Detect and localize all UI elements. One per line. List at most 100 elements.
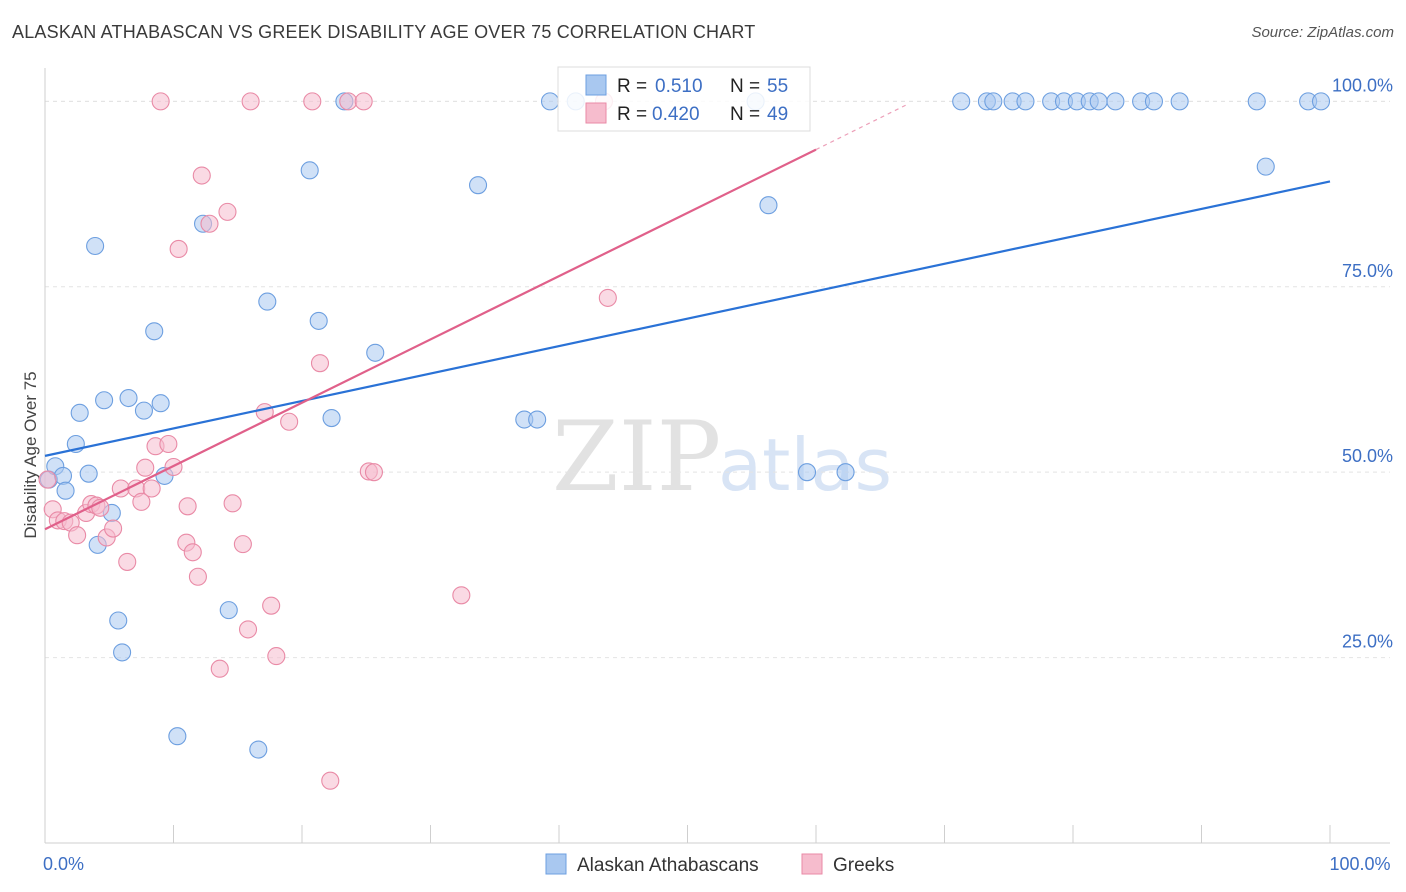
y-tick-label-1: 50.0%: [1342, 446, 1393, 466]
athabascan-point: [1016, 92, 1035, 111]
greek-point: [68, 526, 87, 545]
greek-point: [38, 470, 57, 489]
greek-point: [218, 202, 237, 221]
stats-swatch-athabascan: [585, 74, 607, 96]
greek-point: [452, 586, 471, 605]
legend-label-athabascan[interactable]: Alaskan Athabascans: [577, 855, 759, 876]
greek-point: [118, 552, 137, 571]
greek-point: [104, 519, 123, 538]
greek-point: [183, 543, 202, 562]
greek-point: [159, 434, 178, 454]
x-tick-label-0: 0.0%: [43, 854, 84, 874]
athabascan-point: [1144, 92, 1164, 111]
athabascan-point: [322, 408, 341, 428]
stats-swatch-greek: [585, 102, 607, 124]
athabascan-point: [56, 481, 75, 500]
athabascan-point: [1256, 157, 1275, 176]
athabascan-point: [109, 611, 128, 630]
athabascan-point: [1089, 92, 1108, 111]
y-tick-labels: 25.0% 50.0% 75.0% 100.0%: [1332, 75, 1393, 651]
greek-point: [262, 596, 281, 615]
athabascan-point: [759, 196, 778, 215]
greek-trend-line: [44, 148, 817, 531]
legend-swatch-greek[interactable]: [801, 853, 823, 875]
greek-point: [238, 620, 258, 639]
greek-point: [169, 239, 188, 259]
athabascan-point: [528, 410, 547, 429]
greek-point: [223, 494, 242, 513]
greek-point: [241, 92, 260, 111]
greek-point: [598, 288, 617, 307]
athabascan-point: [952, 92, 971, 111]
legend-label-greek[interactable]: Greeks: [833, 855, 894, 876]
athabascan-point: [95, 391, 114, 410]
athabascan-point: [797, 463, 817, 482]
athabascan-point: [168, 727, 187, 746]
greek-trend-extension: [815, 104, 907, 151]
chart-title: ALASKAN ATHABASCAN VS GREEK DISABILITY A…: [12, 22, 756, 42]
y-tick-label-0: 25.0%: [1342, 632, 1393, 652]
athabascan-point: [1170, 92, 1189, 111]
greek-point: [178, 497, 197, 516]
athabascan-point: [70, 403, 89, 422]
greek-point: [136, 458, 155, 477]
athabascan-point: [53, 466, 73, 485]
y-tick-label-3: 100.0%: [1332, 75, 1393, 95]
x-tick-labels: 0.0% 100.0%: [43, 854, 1391, 874]
athabascan-point: [79, 464, 98, 483]
source-credit: Source: ZipAtlas.com: [1251, 24, 1394, 41]
athabascan-point: [309, 311, 328, 330]
greek-point: [310, 354, 330, 373]
greek-point: [321, 771, 340, 790]
athabascan-point: [119, 388, 138, 408]
athabascan-point: [151, 394, 170, 413]
y-tick-label-2: 75.0%: [1342, 261, 1393, 281]
greek-point: [364, 463, 384, 482]
stats-n-value-2: 49: [767, 104, 788, 125]
stats-n-label-1: N =: [730, 76, 760, 97]
athabascan-point: [86, 236, 105, 256]
x-tick-label-1: 100.0%: [1329, 854, 1390, 874]
athabascan-point: [540, 92, 560, 111]
x-tick-marks: [44, 825, 1331, 843]
greek-point: [210, 659, 229, 678]
greek-point: [142, 479, 161, 498]
greek-point: [151, 92, 170, 111]
stats-n-value-1: 55: [767, 76, 788, 97]
series-legend: Alaskan Athabascans Greeks: [545, 853, 894, 876]
athabascan-trend-line: [44, 180, 1331, 457]
athabascan-point: [249, 740, 268, 759]
athabascan-point: [219, 601, 238, 620]
greek-point: [233, 535, 252, 554]
stats-r-value-2: 0.420: [652, 104, 700, 125]
athabascan-point: [134, 401, 153, 420]
athabascan-point: [984, 92, 1003, 111]
greek-point: [192, 166, 211, 185]
stats-r-label-1: R =: [617, 76, 647, 97]
athabascan-point: [258, 292, 277, 311]
greek-point: [132, 492, 151, 511]
data-points: [38, 92, 1331, 790]
y-axis-title: Disability Age Over 75: [21, 371, 40, 538]
athabascan-point: [1106, 92, 1125, 111]
stats-r-label-2: R =: [617, 104, 647, 125]
greek-point: [267, 647, 286, 666]
greek-point: [200, 214, 219, 233]
legend-swatch-athabascan[interactable]: [545, 853, 567, 875]
stats-legend: R = 0.510 N = 55 R = 0.420 N = 49: [557, 66, 811, 132]
gridlines: [45, 100, 1390, 659]
greek-point: [280, 412, 299, 431]
trend-lines: [44, 104, 1331, 531]
greek-point: [303, 92, 322, 111]
stats-r-value-1: 0.510: [655, 76, 703, 97]
athabascan-point: [113, 643, 132, 662]
greek-point: [339, 92, 358, 111]
athabascan-point: [366, 343, 385, 362]
athabascan-point: [1247, 92, 1266, 111]
athabascan-point: [300, 161, 319, 180]
athabascan-point: [145, 322, 164, 341]
greek-point: [354, 92, 373, 111]
athabascan-point: [468, 176, 488, 195]
stats-n-label-2: N =: [730, 104, 760, 125]
